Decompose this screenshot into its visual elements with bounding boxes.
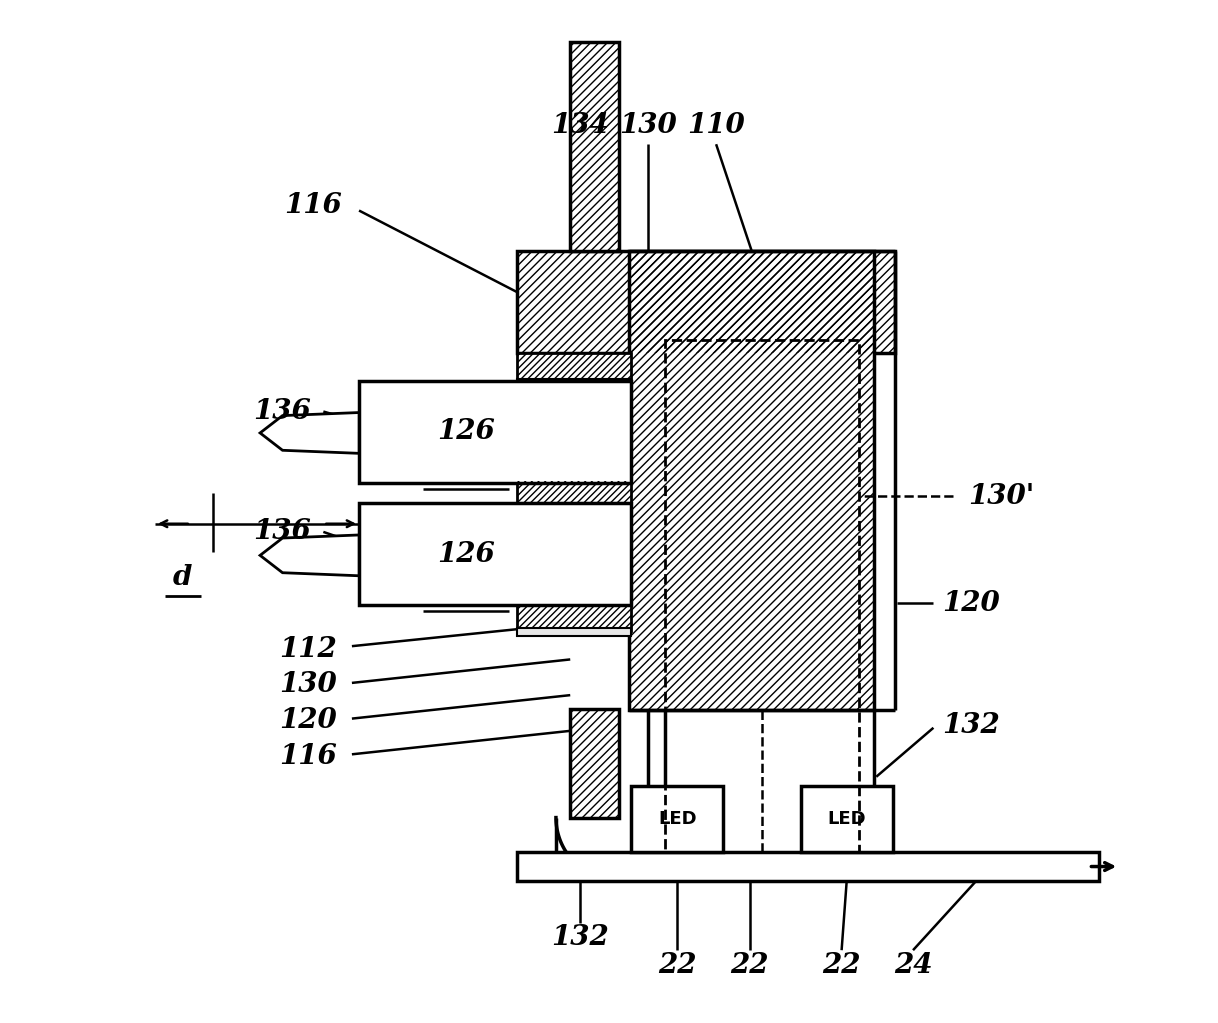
Text: 130: 130 bbox=[279, 671, 337, 699]
Text: 110: 110 bbox=[687, 113, 745, 139]
Text: 130': 130' bbox=[968, 483, 1035, 509]
Bar bbox=[630, 252, 875, 710]
Bar bbox=[518, 481, 631, 506]
Bar bbox=[518, 353, 631, 381]
Polygon shape bbox=[261, 535, 359, 576]
Bar bbox=[518, 628, 631, 636]
Text: 134: 134 bbox=[552, 113, 609, 139]
Text: 22: 22 bbox=[658, 952, 697, 979]
Text: LED: LED bbox=[827, 810, 866, 828]
Bar bbox=[359, 381, 631, 483]
Text: 24: 24 bbox=[894, 952, 932, 979]
Bar bbox=[630, 252, 875, 710]
Bar bbox=[518, 252, 895, 353]
Bar bbox=[518, 606, 631, 631]
Bar bbox=[631, 786, 723, 852]
Text: 132: 132 bbox=[552, 925, 609, 951]
Text: 132: 132 bbox=[943, 712, 1000, 740]
Bar bbox=[518, 503, 631, 512]
Text: LED: LED bbox=[658, 810, 697, 828]
Text: 136: 136 bbox=[253, 398, 312, 425]
Text: 136: 136 bbox=[253, 519, 312, 545]
Text: 116: 116 bbox=[279, 743, 337, 770]
Bar bbox=[570, 42, 619, 252]
Text: d: d bbox=[173, 565, 192, 591]
Text: 116: 116 bbox=[284, 192, 342, 219]
Bar bbox=[665, 340, 859, 852]
Text: 120: 120 bbox=[279, 707, 337, 735]
Text: 126: 126 bbox=[437, 541, 495, 568]
Text: 130: 130 bbox=[619, 113, 677, 139]
Bar bbox=[518, 606, 631, 631]
Text: 112: 112 bbox=[279, 635, 337, 663]
Bar bbox=[570, 709, 619, 817]
Bar bbox=[518, 379, 631, 389]
Bar bbox=[570, 709, 619, 817]
Bar bbox=[800, 786, 893, 852]
Bar bbox=[518, 353, 631, 381]
Polygon shape bbox=[261, 412, 359, 453]
Text: 22: 22 bbox=[731, 952, 769, 979]
Bar bbox=[518, 852, 1099, 881]
Bar bbox=[518, 252, 895, 353]
Text: 22: 22 bbox=[822, 952, 861, 979]
Text: 120: 120 bbox=[943, 590, 1000, 617]
Bar bbox=[518, 481, 631, 506]
Bar bbox=[570, 42, 619, 252]
Text: 126: 126 bbox=[437, 418, 495, 445]
Bar bbox=[359, 503, 631, 606]
